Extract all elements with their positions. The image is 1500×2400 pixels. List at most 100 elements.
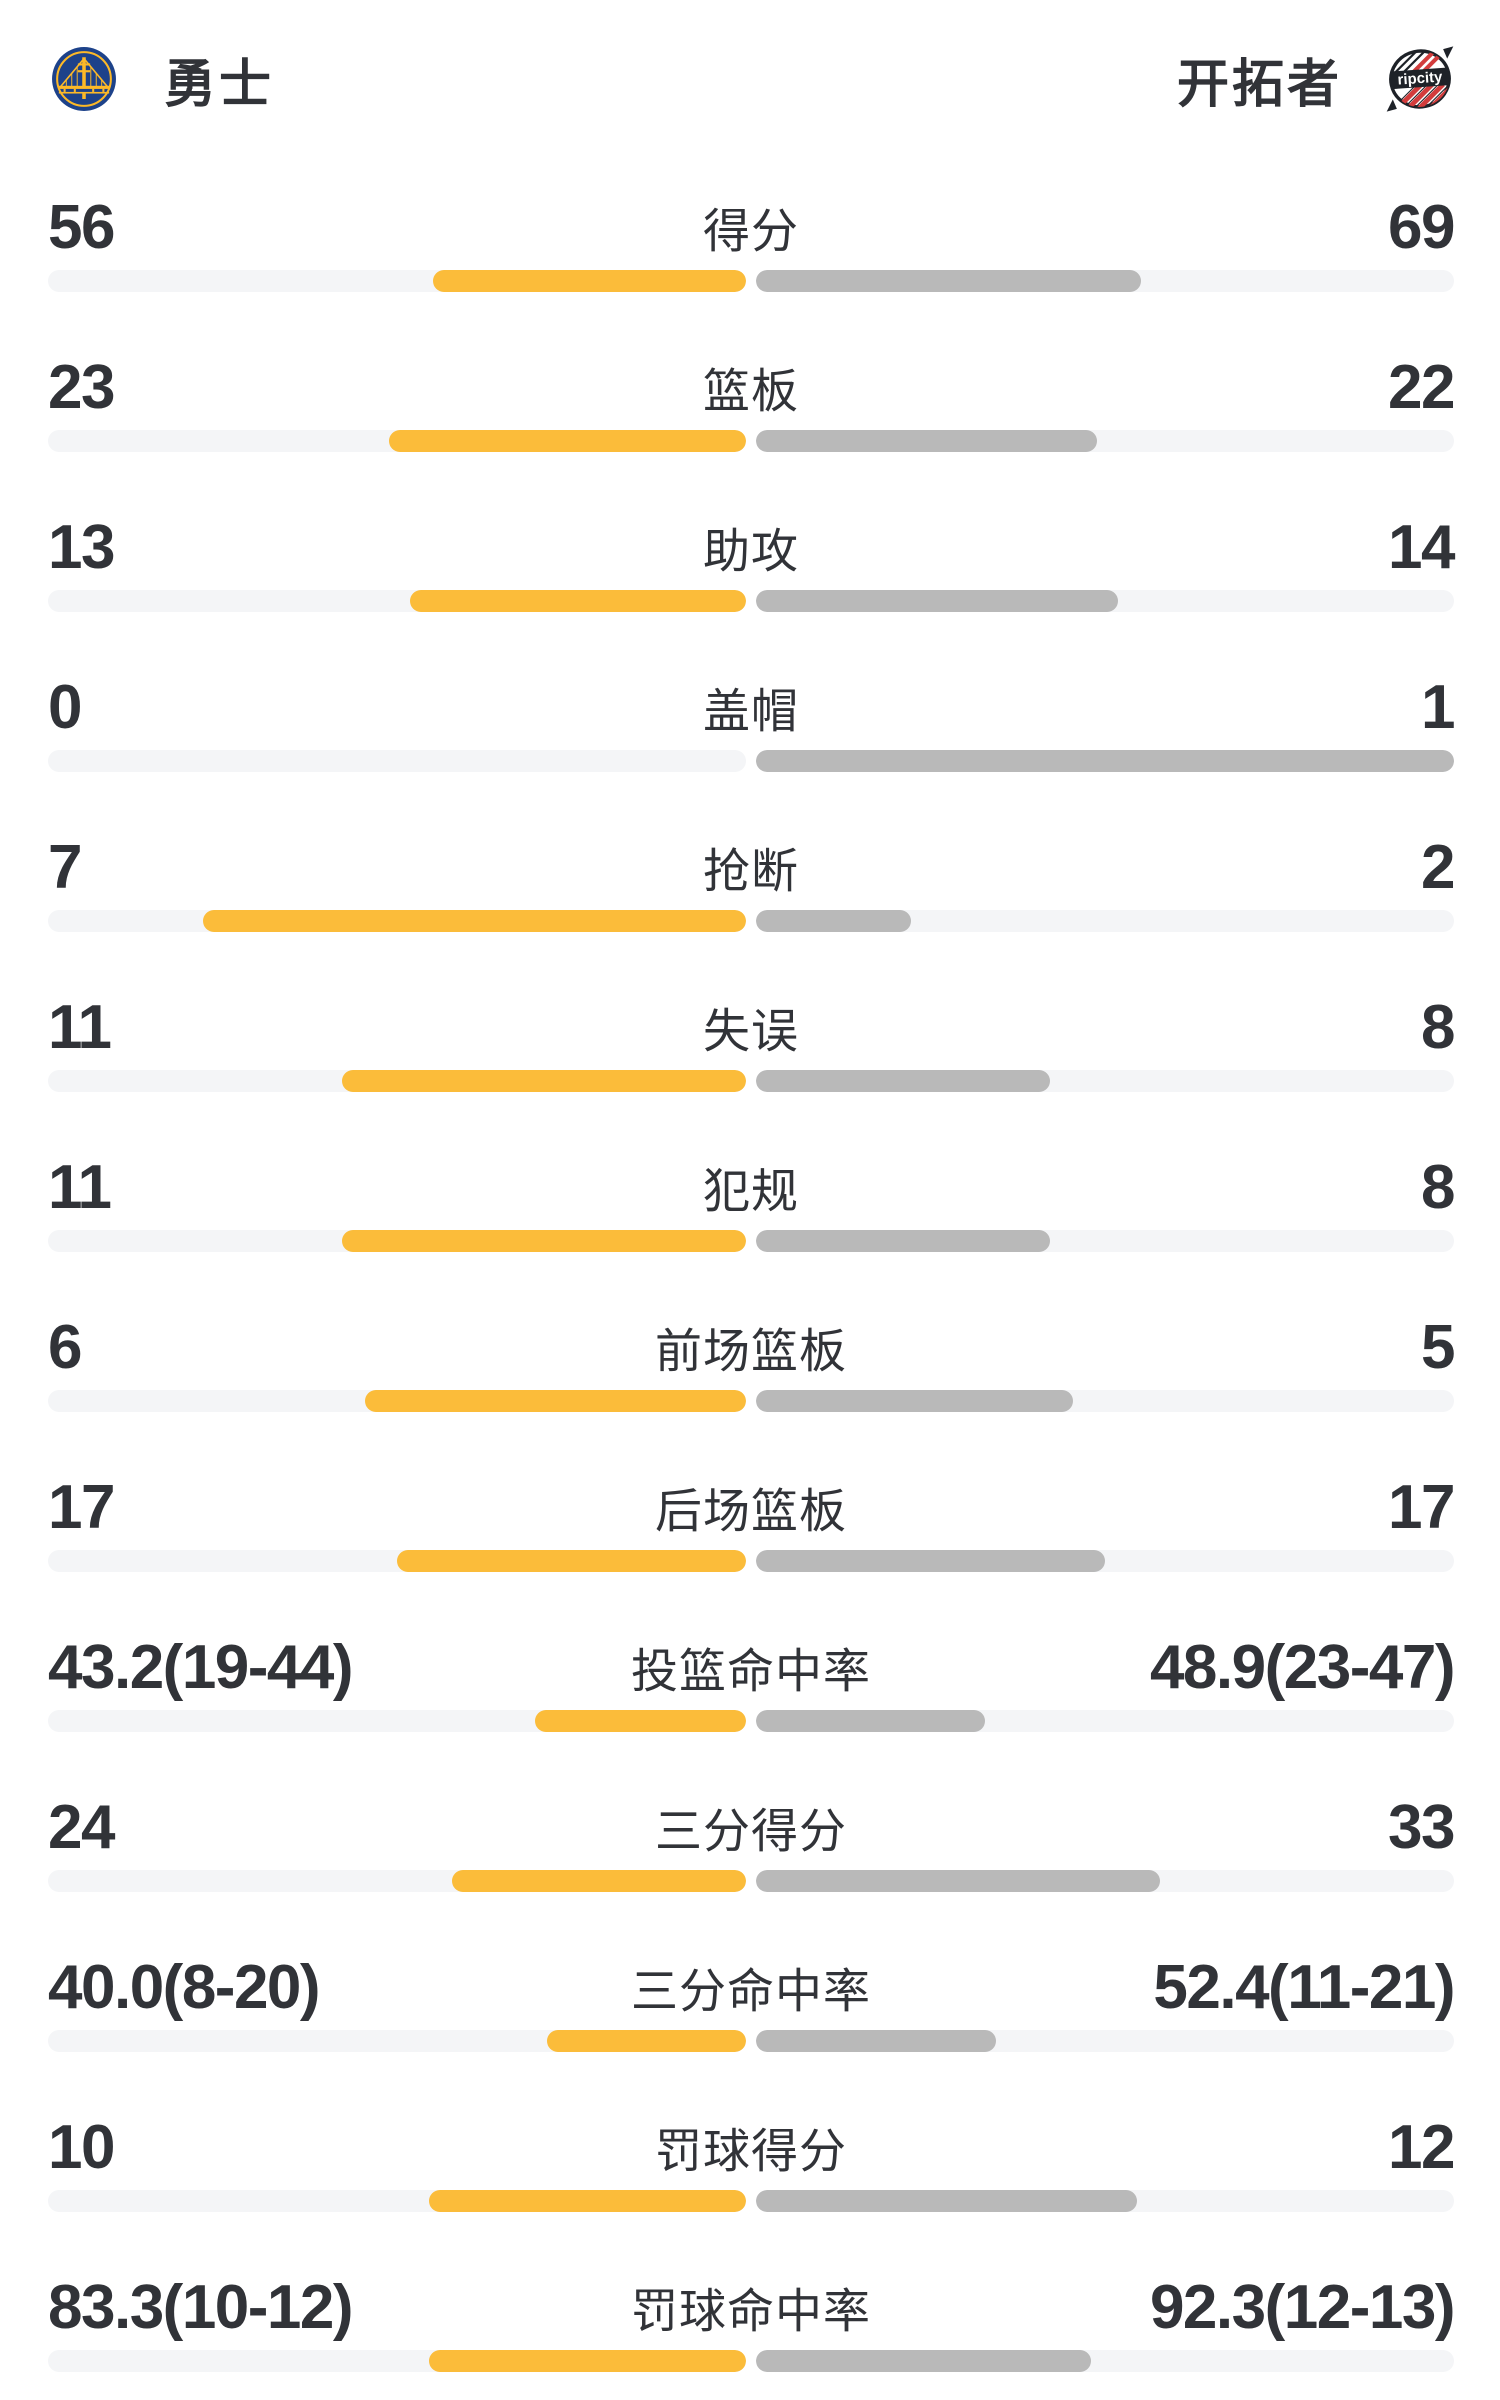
away-bar-fill xyxy=(756,1230,1050,1252)
stat-row: 0 盖帽 1 xyxy=(48,625,1455,785)
stat-bars xyxy=(48,590,1454,612)
stat-line: 13 助攻 14 xyxy=(48,513,1455,582)
away-bar-fill xyxy=(756,1070,1050,1092)
away-bar-fill xyxy=(756,270,1142,292)
home-bar-fill xyxy=(203,910,746,932)
away-bar-track xyxy=(756,2350,1454,2372)
home-bar-track xyxy=(48,1070,746,1092)
stat-bars xyxy=(48,1550,1454,1572)
away-bar-track xyxy=(756,1710,1454,1732)
stat-label: 前场篮板 xyxy=(655,1324,847,1378)
home-bar-track xyxy=(48,590,746,612)
home-bar-fill xyxy=(389,430,746,452)
home-bar-track xyxy=(48,270,746,292)
home-value: 13 xyxy=(48,512,115,582)
warriors-logo-icon xyxy=(52,47,116,111)
home-value: 83.3(10-12) xyxy=(48,2272,354,2342)
away-value: 69 xyxy=(1388,192,1455,262)
home-bar-fill xyxy=(452,1870,746,1892)
home-bar-fill xyxy=(397,1550,746,1572)
away-value: 12 xyxy=(1388,2112,1455,2182)
stat-bars xyxy=(48,2350,1454,2372)
stat-row: 43.2(19-44) 投篮命中率 48.9(23-47) xyxy=(48,1585,1456,1745)
home-bar-fill xyxy=(365,1390,746,1412)
home-bar-fill xyxy=(428,2350,746,2372)
away-bar-track xyxy=(756,2190,1454,2212)
stat-bars xyxy=(48,910,1454,932)
stat-row: 17 后场篮板 17 xyxy=(48,1425,1455,1585)
stat-line: 43.2(19-44) 投篮命中率 48.9(23-47) xyxy=(48,1633,1456,1702)
away-bar-fill xyxy=(756,2190,1137,2212)
home-bar-fill xyxy=(433,270,746,292)
stat-row: 6 前场篮板 5 xyxy=(48,1265,1455,1425)
stat-bars xyxy=(48,270,1454,292)
home-bar-track xyxy=(48,430,746,452)
home-bar-track xyxy=(48,910,746,932)
stat-bars xyxy=(48,1070,1454,1092)
stat-bars xyxy=(48,2030,1454,2052)
stat-label: 助攻 xyxy=(703,524,799,578)
stats-list: 56 得分 69 23 篮板 22 13 xyxy=(48,145,1456,2385)
stat-label: 盖帽 xyxy=(703,684,799,738)
stat-bars xyxy=(48,1870,1454,1892)
away-value: 22 xyxy=(1388,352,1455,422)
home-value: 43.2(19-44) xyxy=(48,1632,354,1702)
away-bar-track xyxy=(756,1230,1454,1252)
home-bar-fill xyxy=(341,1070,746,1092)
home-bar-fill xyxy=(546,2030,746,2052)
away-value: 2 xyxy=(1421,832,1455,902)
stat-row: 10 罚球得分 12 xyxy=(48,2065,1455,2225)
stat-label: 后场篮板 xyxy=(655,1484,847,1538)
home-value: 11 xyxy=(48,992,112,1062)
team-home: 勇士 xyxy=(50,42,274,117)
stat-line: 40.0(8-20) 三分命中率 52.4(11-21) xyxy=(48,1953,1455,2022)
away-bar-track xyxy=(756,590,1454,612)
away-bar-track xyxy=(756,910,1454,932)
stat-bars xyxy=(48,750,1454,772)
team-away: 开拓者 ri xyxy=(1177,42,1454,117)
home-value: 11 xyxy=(48,1152,112,1222)
stat-row: 11 犯规 8 xyxy=(48,1105,1455,1265)
away-value: 1 xyxy=(1421,672,1455,742)
home-value: 6 xyxy=(48,1312,82,1382)
stat-label: 抢断 xyxy=(703,844,799,898)
home-value: 0 xyxy=(48,672,82,742)
stat-line: 10 罚球得分 12 xyxy=(48,2113,1455,2182)
away-bar-fill xyxy=(756,750,1454,772)
stat-bars xyxy=(48,1230,1454,1252)
stat-line: 6 前场篮板 5 xyxy=(48,1313,1455,1382)
away-bar-fill xyxy=(756,1550,1105,1572)
stat-row: 24 三分得分 33 xyxy=(48,1745,1455,1905)
stat-row: 23 篮板 22 xyxy=(48,305,1455,465)
away-bar-track xyxy=(756,1870,1454,1892)
away-bar-track xyxy=(756,1070,1454,1092)
home-bar-fill xyxy=(428,2190,746,2212)
home-bar-track xyxy=(48,1710,746,1732)
away-value: 8 xyxy=(1421,992,1455,1062)
away-bar-fill xyxy=(756,2030,996,2052)
home-bar-track xyxy=(48,1390,746,1412)
stat-row: 13 助攻 14 xyxy=(48,465,1455,625)
stat-line: 0 盖帽 1 xyxy=(48,673,1455,742)
stat-label: 罚球得分 xyxy=(655,2124,847,2178)
header: 勇士 开拓者 xyxy=(50,44,1454,114)
stat-bars xyxy=(48,430,1454,452)
away-bar-track xyxy=(756,1390,1454,1412)
stat-line: 7 抢断 2 xyxy=(48,833,1455,902)
stat-line: 17 后场篮板 17 xyxy=(48,1473,1455,1542)
home-value: 7 xyxy=(48,832,82,902)
away-team-name: 开拓者 xyxy=(1176,55,1342,114)
stat-row: 11 失误 8 xyxy=(48,945,1455,1105)
home-bar-track xyxy=(48,1550,746,1572)
stat-label: 三分命中率 xyxy=(631,1964,871,2018)
away-bar-track xyxy=(756,430,1454,452)
away-bar-track xyxy=(756,2030,1454,2052)
home-bar-track xyxy=(48,750,746,772)
away-value: 48.9(23-47) xyxy=(1149,1632,1456,1702)
away-bar-fill xyxy=(756,430,1098,452)
away-bar-fill xyxy=(756,1710,986,1732)
home-bar-track xyxy=(48,2030,746,2052)
stat-label: 得分 xyxy=(703,204,799,258)
stat-bars xyxy=(48,1390,1454,1412)
